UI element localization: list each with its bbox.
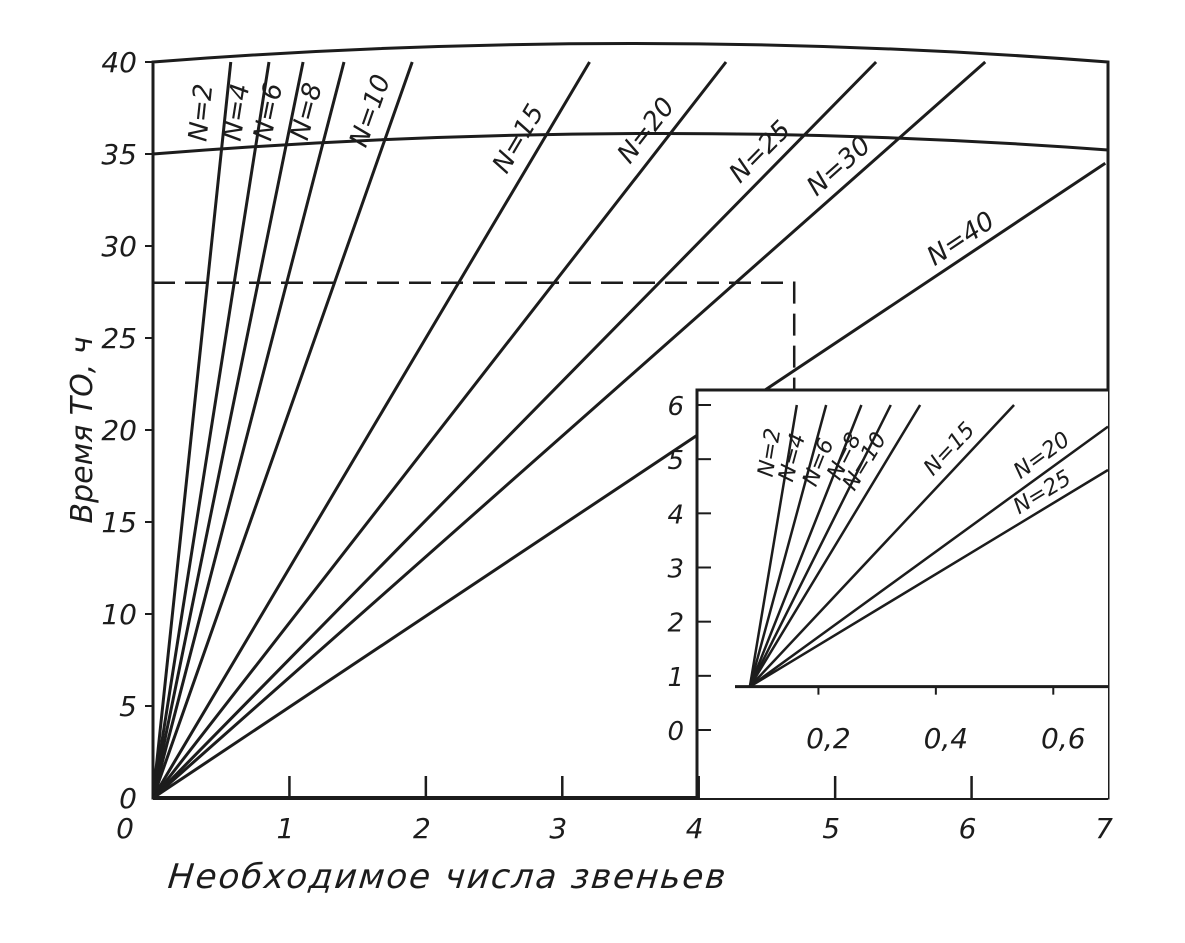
x-tick-label-0: 0 [116, 812, 134, 845]
y-tick-label-40: 40 [101, 46, 137, 79]
y-axis-title: Время ТО, ч [65, 336, 100, 523]
inset-plot-frame [695, 388, 1108, 798]
main-plot-border [151, 42, 1110, 800]
y-tick-label-30: 30 [101, 230, 137, 263]
x-axis-title: Необходимое числа звеньев [166, 857, 729, 897]
inset-series-line-n-6 [748, 404, 863, 688]
x-tick-label-3: 3 [549, 812, 567, 845]
main-series-line-n-4 [151, 61, 271, 799]
inset-series-line-n-20 [749, 425, 1109, 688]
y-tick-label-5: 5 [119, 690, 137, 723]
inset-series-lines [748, 404, 1109, 688]
x-tick-label-1: 1 [277, 812, 295, 845]
inset-series-line-n-4 [748, 404, 828, 687]
inset-series-line-n-25 [749, 468, 1109, 688]
x-tick-label-6: 6 [959, 812, 977, 845]
x-tick-label-4: 4 [686, 812, 704, 845]
x-tick-label-5: 5 [822, 812, 840, 845]
inset-y-tick-label-6: 6 [667, 392, 684, 422]
main-series-line-n-30 [152, 60, 987, 800]
inset-y-tick-label-1: 1 [667, 663, 684, 693]
y-tick-label-25: 25 [101, 322, 137, 355]
y-tick-label-10: 10 [101, 598, 137, 631]
main-series-line-n-40 [152, 161, 1107, 800]
main-series-labels: N=2N=4N=6N=8 N=10 N=15 N=20 N=25 N=30N=40 [183, 71, 1000, 272]
inset-border [695, 388, 1108, 798]
inset-y-tick-label-0: 0 [667, 717, 684, 747]
inset-x-tick-label-0-6: 0,6 [1041, 722, 1086, 755]
inset-y-tick-label-3: 3 [667, 555, 684, 585]
main-series-line-n-10 [151, 61, 414, 799]
main-series-line-n-6 [151, 61, 305, 799]
inset-y-tick-label-5: 5 [667, 446, 684, 476]
main-series-line-n-20 [151, 61, 728, 799]
inset-axis-ticks: 0 1 2 3 4 5 6 0,2 0,4 0,6 [667, 392, 1085, 755]
main-series-label-n-15: N=15 [487, 99, 551, 178]
main-series-line-n-8 [151, 61, 346, 799]
inset-series-line-n-15 [748, 404, 1015, 688]
inset-series-line-n-10 [748, 404, 922, 688]
main-series-label-n-40: N=40 [922, 206, 1000, 272]
main-reference-curve [152, 131, 1109, 156]
x-tick-label-7: 7 [1095, 812, 1113, 845]
main-series-label-n-8: N=8 [285, 80, 329, 143]
inset-y-tick-label-2: 2 [667, 609, 684, 639]
main-series-line-n-2 [151, 61, 233, 799]
y-tick-label-35: 35 [101, 138, 137, 171]
main-series-lines [151, 60, 1107, 800]
main-series-line-n-15 [151, 61, 591, 799]
y-tick-label-15: 15 [101, 506, 137, 539]
inset-x-tick-label-0-2: 0,2 [806, 722, 851, 755]
inset-x-tick-label-0-4: 0,4 [924, 722, 969, 755]
inset-series-line-n-8 [748, 404, 892, 688]
inset-y-tick-label-4: 4 [667, 500, 684, 530]
x-tick-label-2: 2 [413, 812, 431, 845]
inset-series-line-n-2 [748, 404, 799, 687]
y-tick-label-0: 0 [119, 782, 137, 815]
y-tick-label-20: 20 [101, 414, 137, 447]
main-series-line-n-25 [151, 60, 878, 800]
main-series-label-n-2: N=2 [183, 82, 219, 143]
